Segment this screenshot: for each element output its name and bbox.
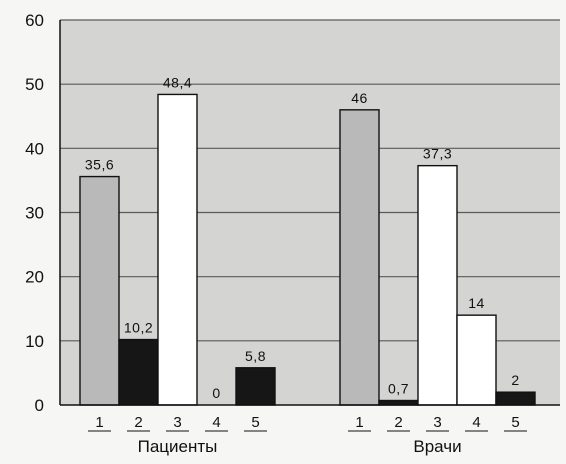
- x-tick-label: 2: [134, 414, 142, 431]
- data-label: 5,8: [245, 348, 266, 364]
- x-tick-label: 4: [472, 414, 480, 431]
- y-tick-label: 0: [35, 396, 44, 415]
- x-tick-label: 3: [173, 414, 181, 431]
- y-tick-label: 50: [25, 75, 44, 94]
- data-label: 46: [351, 90, 368, 106]
- group-label: Врачи: [413, 437, 461, 456]
- bar-doctors-1: [339, 109, 380, 406]
- data-labels: 35,6 10,2 48,4 0 5,8 46 0,7 37,3 14 2: [85, 74, 519, 401]
- x-tick-label: 1: [355, 414, 363, 431]
- data-label: 10,2: [124, 320, 153, 336]
- y-tick-label: 40: [25, 139, 44, 158]
- x-tick-label: 5: [511, 414, 519, 431]
- x-tick-label: 4: [212, 414, 220, 431]
- data-label: 0: [212, 385, 220, 401]
- data-label: 37,3: [423, 146, 452, 162]
- y-tick-label: 10: [25, 332, 44, 351]
- data-label: 2: [511, 372, 519, 388]
- data-label: 35,6: [85, 157, 114, 173]
- x-tick-label: 1: [95, 414, 103, 431]
- bar-doctors-4: [456, 314, 497, 406]
- bar-patients-1: [79, 175, 120, 406]
- data-label: 48,4: [163, 74, 192, 90]
- bars: [79, 93, 536, 406]
- data-label: 0,7: [388, 381, 409, 397]
- x-tick-label: 3: [433, 414, 441, 431]
- y-tick-label: 20: [25, 268, 44, 287]
- bar-patients-3: [157, 93, 198, 406]
- bar-doctors-3: [417, 164, 458, 406]
- data-label: 14: [468, 295, 485, 311]
- x-tick-label: 2: [394, 414, 402, 431]
- y-tick-label: 30: [25, 204, 44, 223]
- bar-patients-5: [235, 367, 276, 406]
- bar-doctors-5: [495, 391, 536, 406]
- bar-patients-2: [118, 338, 159, 406]
- y-tick-label: 60: [25, 11, 44, 30]
- group-label: Пациенты: [138, 437, 218, 456]
- x-tick-label: 5: [251, 414, 259, 431]
